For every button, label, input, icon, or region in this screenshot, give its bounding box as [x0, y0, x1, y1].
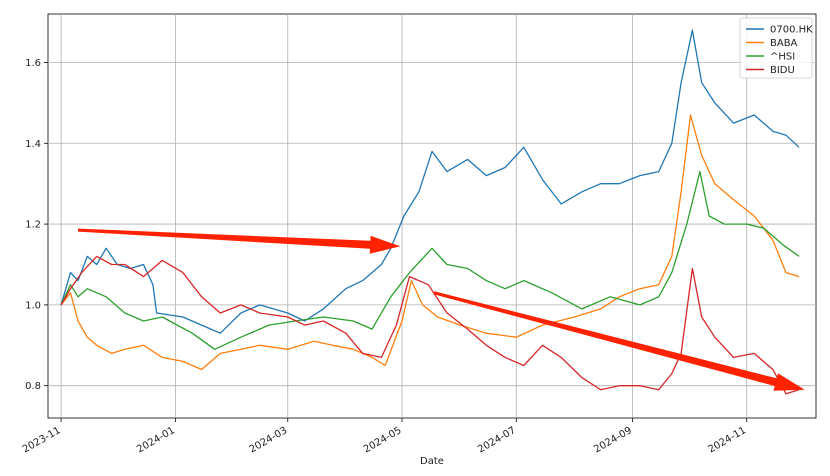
- legend-label: BABA: [770, 38, 798, 49]
- legend-label: 0700.HK: [770, 25, 813, 36]
- series-line-baba: [60, 114, 800, 371]
- series-layer: [60, 29, 800, 395]
- x-tick-label: 2024-01: [135, 425, 177, 455]
- annotation-layer: [77, 228, 805, 391]
- x-axis-label: Date: [420, 456, 444, 467]
- y-tick-label: 0.8: [25, 381, 41, 392]
- legend: 0700.HK BABA ^HSI BIDU: [739, 17, 813, 79]
- legend-box: [739, 17, 813, 79]
- y-tick-label: 1.2: [25, 220, 41, 231]
- grid: [48, 14, 816, 418]
- y-tick-label: 1.6: [25, 58, 41, 69]
- legend-label: ^HSI: [770, 52, 795, 63]
- series-line-bidu: [60, 255, 800, 395]
- series-line-hsi: [60, 170, 800, 350]
- x-tick-label: 2024-11: [706, 425, 748, 455]
- x-tick-label: 2024-05: [362, 425, 404, 455]
- y-tick-label: 1.0: [25, 300, 41, 311]
- x-tick-label: 2024-03: [248, 425, 290, 455]
- x-tick-label: 2023-11: [21, 425, 63, 455]
- plot-area: [47, 13, 817, 419]
- x-tick-label: 2024-07: [476, 425, 518, 455]
- annotation-arrow-1: [77, 228, 401, 254]
- series-line-0700hk: [60, 29, 800, 334]
- y-tick-label: 1.4: [25, 139, 41, 150]
- y-axis: 0.8 1.0 1.2 1.4 1.6: [25, 58, 48, 392]
- annotation-arrow-2: [433, 291, 805, 391]
- x-tick-label: 2024-09: [592, 425, 634, 455]
- x-axis: 2023-11 2024-01 2024-03 2024-05 2024-07 2024-…: [21, 418, 748, 455]
- legend-label: BIDU: [770, 65, 795, 76]
